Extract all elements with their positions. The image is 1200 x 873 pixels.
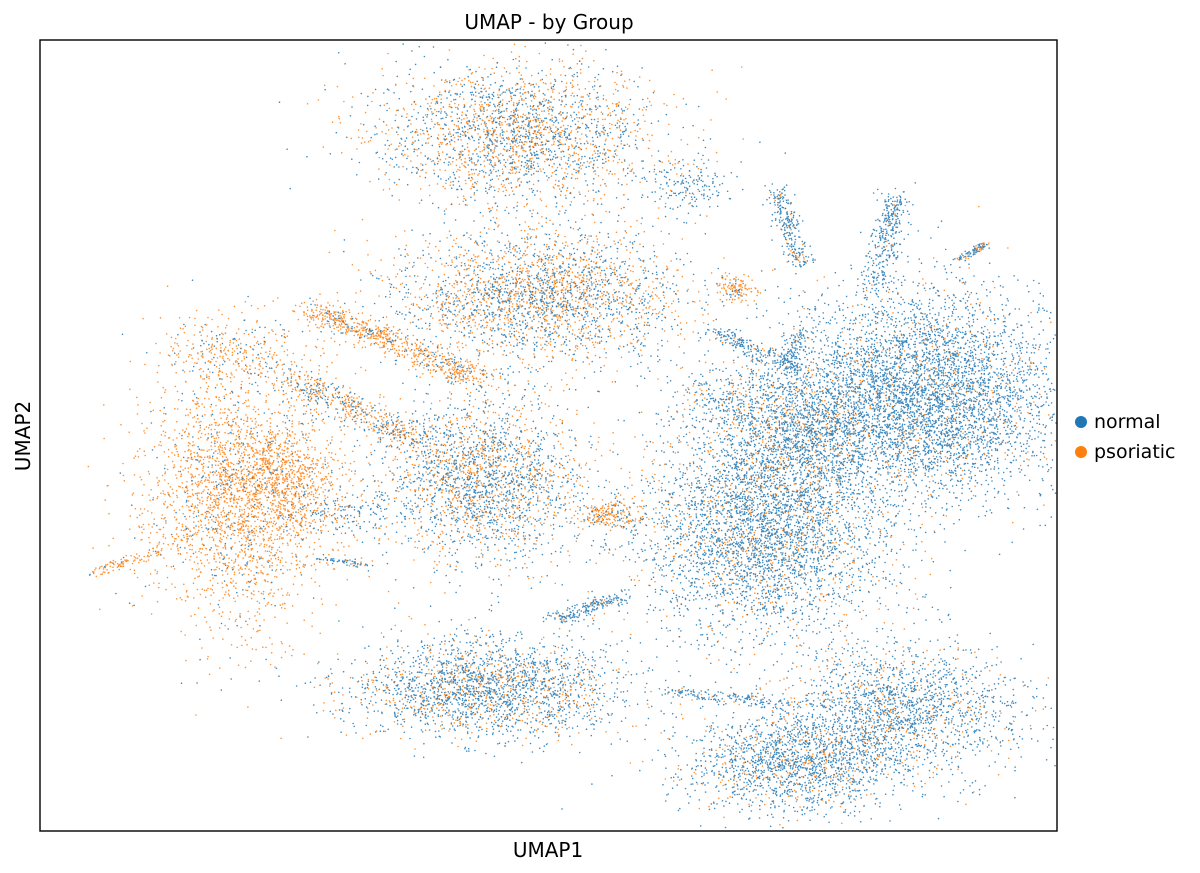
plot-frame (39, 39, 1058, 832)
legend-label-normal: normal (1094, 411, 1161, 433)
chart-title: UMAP - by Group (464, 10, 633, 34)
legend: normal psoriatic (1075, 411, 1176, 463)
scatter-points (87, 42, 1057, 829)
legend-label-psoriatic: psoriatic (1094, 441, 1176, 463)
points-normal (88, 42, 1057, 829)
y-axis-label: UMAP2 (11, 401, 35, 471)
x-axis-label: UMAP1 (513, 838, 583, 862)
legend-marker-psoriatic (1075, 446, 1087, 458)
legend-marker-normal (1075, 416, 1087, 428)
